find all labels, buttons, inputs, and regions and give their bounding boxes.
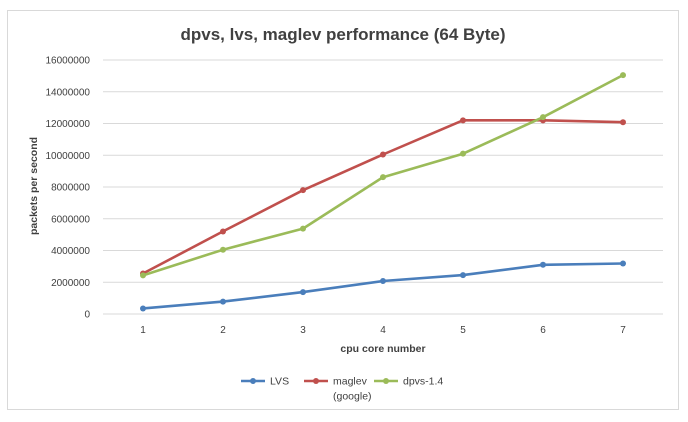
x-tick-label: 4: [380, 325, 386, 336]
legend-label: LVS: [270, 376, 289, 388]
x-tick-label: 2: [220, 325, 226, 336]
y-tick-label: 4000000: [51, 246, 90, 257]
series-layer: [140, 72, 626, 312]
data-point: [220, 298, 226, 305]
y-tick-label: 8000000: [51, 183, 90, 194]
legend-item: dpvs-1.4: [374, 376, 443, 388]
chart-frame: [7, 10, 679, 410]
y-axis-label: packets per second: [28, 137, 40, 235]
data-point: [140, 305, 146, 312]
legend-swatch-marker: [250, 378, 256, 384]
series-lvs: [140, 260, 626, 312]
series-maglev: [140, 117, 626, 277]
x-tick-label: 5: [460, 325, 466, 336]
y-tick-label: 14000000: [46, 87, 91, 98]
x-tick-label: 7: [620, 325, 626, 336]
y-tick-label: 6000000: [51, 214, 90, 225]
data-point: [300, 187, 306, 194]
y-tick-label: 10000000: [46, 151, 91, 162]
data-point: [380, 277, 386, 284]
x-tick-label: 1: [140, 325, 146, 336]
data-point: [620, 72, 626, 79]
data-point: [540, 114, 546, 121]
data-point: [220, 228, 226, 235]
data-point: [380, 151, 386, 158]
legend-swatch-marker: [313, 378, 319, 384]
legend-item: maglev (google): [304, 376, 372, 403]
data-point: [140, 272, 146, 279]
data-point: [460, 150, 466, 157]
data-point: [300, 225, 306, 232]
legend: LVS maglev (google) dpvs-1.4: [241, 376, 443, 403]
series-line: [142, 262, 624, 310]
x-tick-label: 6: [540, 325, 546, 336]
y-tick-label: 2000000: [51, 278, 90, 289]
legend-item: LVS: [241, 376, 289, 388]
x-axis-ticks: 1 2 3 4 5 6 7: [140, 325, 626, 336]
legend-label: dpvs-1.4: [403, 376, 443, 388]
data-point: [620, 119, 626, 126]
y-tick-label: 12000000: [46, 119, 91, 130]
legend-label: (google): [333, 391, 372, 403]
legend-label: maglev: [333, 376, 368, 388]
data-point: [380, 174, 386, 181]
x-tick-label: 3: [300, 325, 306, 336]
series-dpvs-1.4: [140, 72, 626, 279]
chart-title: dpvs, lvs, maglev performance (64 Byte): [180, 25, 505, 44]
y-tick-label: 16000000: [46, 56, 91, 67]
y-tick-label: 0: [84, 310, 90, 321]
data-point: [540, 261, 546, 268]
data-point: [220, 246, 226, 253]
y-axis-ticks: 0 2000000 4000000 6000000 8000000 10000000 120…: [46, 56, 91, 321]
data-point: [620, 260, 626, 267]
data-point: [460, 272, 466, 279]
data-point: [300, 289, 306, 296]
x-axis-label: cpu core number: [340, 343, 425, 355]
data-point: [460, 117, 466, 124]
legend-swatch-marker: [383, 378, 389, 384]
